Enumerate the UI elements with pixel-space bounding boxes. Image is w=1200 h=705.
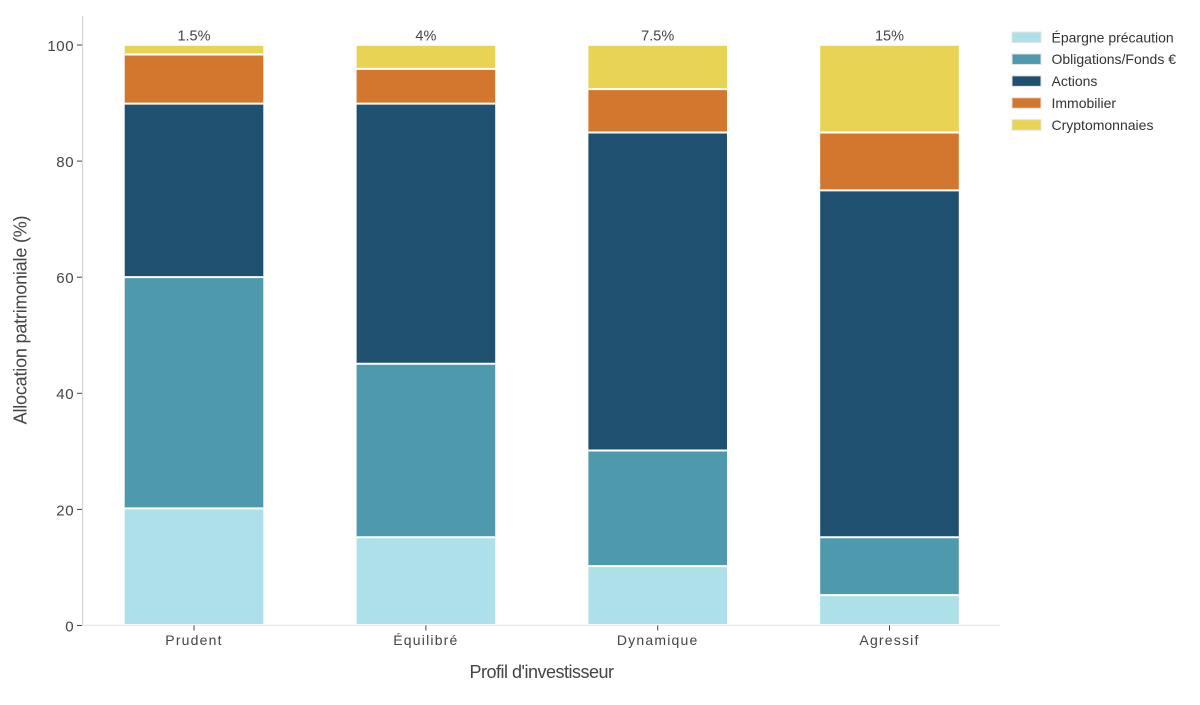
svg-text:Obligations/Fonds €: Obligations/Fonds € — [1052, 51, 1177, 67]
svg-text:100: 100 — [47, 38, 74, 55]
svg-text:Prudent: Prudent — [165, 632, 222, 648]
svg-text:4%: 4% — [415, 28, 436, 44]
svg-text:Profil d'investisseur: Profil d'investisseur — [470, 662, 615, 682]
svg-text:Actions: Actions — [1052, 73, 1098, 89]
svg-text:60: 60 — [56, 270, 74, 287]
svg-text:Cryptomonnaies: Cryptomonnaies — [1052, 117, 1154, 133]
svg-text:80: 80 — [56, 154, 74, 171]
svg-text:Agressif: Agressif — [859, 632, 919, 648]
svg-text:0: 0 — [65, 618, 74, 635]
svg-text:Immobilier: Immobilier — [1052, 95, 1117, 111]
svg-text:40: 40 — [56, 386, 74, 403]
svg-text:Épargne précaution: Épargne précaution — [1052, 29, 1174, 45]
svg-text:Dynamique: Dynamique — [617, 632, 699, 648]
svg-text:Équilibré: Équilibré — [393, 632, 458, 648]
svg-text:1.5%: 1.5% — [177, 28, 210, 44]
svg-text:15%: 15% — [875, 28, 904, 44]
svg-text:Allocation patrimoniale (%): Allocation patrimoniale (%) — [11, 216, 31, 425]
svg-text:20: 20 — [56, 502, 74, 519]
svg-text:7.5%: 7.5% — [641, 28, 674, 44]
